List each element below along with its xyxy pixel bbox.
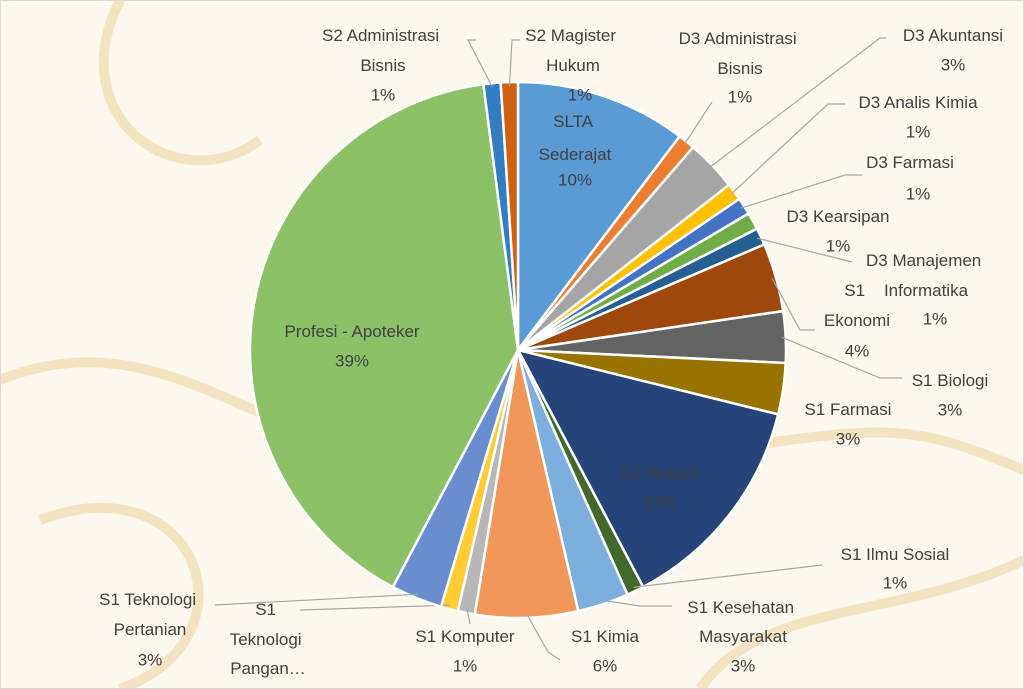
slice-percent: 39% bbox=[335, 351, 369, 370]
slice-label: S1 Komputer bbox=[415, 627, 515, 646]
slice-percent: 4% bbox=[845, 341, 870, 360]
slice-label: D3 Kearsipan bbox=[786, 207, 889, 226]
slice-percent: 3% bbox=[836, 429, 861, 448]
slice-label: D3 Analis Kimia bbox=[858, 93, 978, 112]
slice-label: D3 Manajemen Informatika bbox=[866, 251, 986, 300]
slice-percent: 6% bbox=[593, 656, 618, 675]
leader-line bbox=[299, 604, 451, 611]
slice-percent: 3% bbox=[138, 650, 163, 669]
slice-percent: 1% bbox=[826, 236, 851, 255]
slice-percent: 3% bbox=[941, 55, 966, 74]
leader-line bbox=[508, 39, 520, 87]
slice-label: D3 Administrasi Bisnis bbox=[679, 29, 802, 78]
leader-line bbox=[740, 174, 862, 209]
slice-label: S1 Ekonomi bbox=[824, 281, 890, 330]
slice-label: S1 Kesehatan Masyarakat bbox=[687, 598, 799, 646]
pie-slice bbox=[516, 80, 682, 354]
slice-label: S1 Farmasi bbox=[805, 400, 892, 419]
leader-line bbox=[683, 101, 713, 146]
leader-line bbox=[781, 336, 902, 379]
leader-line bbox=[601, 599, 672, 607]
slice-percent: 13% bbox=[643, 492, 677, 511]
slice-percent: 1% bbox=[906, 122, 931, 141]
slice-percent: 1% bbox=[883, 573, 908, 592]
slice-percent: 3% bbox=[731, 656, 756, 675]
slice-label: S1 Teknologi Pangan… bbox=[230, 600, 307, 678]
leader-line bbox=[467, 39, 493, 88]
leader-line bbox=[708, 37, 886, 169]
slice-label: S1 Kimia bbox=[571, 627, 640, 646]
slice-label: S1 Biologi bbox=[912, 371, 989, 390]
pie-slice bbox=[515, 348, 780, 589]
slice-label: S2 Administrasi Bisnis bbox=[322, 26, 444, 75]
slice-percent: 10% bbox=[558, 170, 592, 189]
slice-percent: 1% bbox=[371, 85, 396, 104]
slice-label: S1 Teknologi Pertanian bbox=[99, 590, 201, 639]
slice-label: Profesi - Apoteker bbox=[284, 322, 419, 341]
slice-percent: 1% bbox=[906, 184, 931, 203]
leader-line bbox=[466, 608, 471, 625]
slice-label: D3 Farmasi bbox=[866, 153, 954, 172]
leader-line bbox=[633, 564, 823, 588]
slice-label: S1 Ilmu Sosial bbox=[841, 545, 950, 564]
leader-line bbox=[757, 237, 853, 263]
slice-label: S1 Hukum bbox=[620, 464, 699, 483]
slice-percent: 1% bbox=[568, 85, 593, 104]
leader-line bbox=[214, 593, 418, 606]
leader-line bbox=[730, 103, 845, 195]
slice-percent: 1% bbox=[453, 656, 478, 675]
slice-label: S2 Magister Hukum bbox=[525, 26, 620, 75]
leader-line bbox=[526, 613, 561, 661]
leader-line bbox=[771, 277, 815, 331]
slice-label: SLTA Sederajat bbox=[539, 112, 612, 164]
slice-percent: 1% bbox=[923, 309, 948, 328]
slice-label: D3 Akuntansi bbox=[903, 26, 1003, 45]
slice-percent: 1% bbox=[728, 87, 753, 106]
pie-slice bbox=[248, 82, 520, 589]
slice-percent: 3% bbox=[938, 400, 963, 419]
